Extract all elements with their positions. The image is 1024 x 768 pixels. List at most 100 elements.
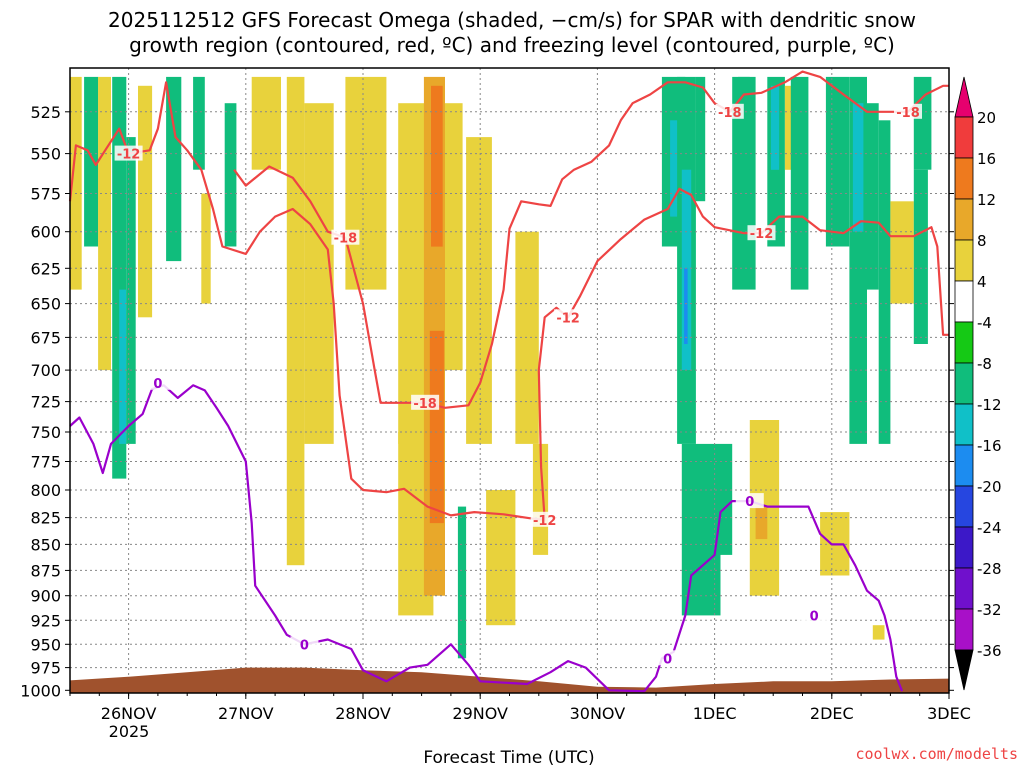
omega-shade-cell <box>738 76 750 170</box>
colorbar-segment <box>954 485 974 528</box>
y-tick-label: 700 <box>30 361 61 380</box>
freezing-contour-0 <box>69 384 904 693</box>
y-tick-label: 950 <box>30 635 61 654</box>
omega-shade-cell <box>878 120 891 444</box>
contour-label: 0 <box>810 610 819 625</box>
colorbar-segment <box>954 239 974 282</box>
contour-label-bg <box>143 374 172 390</box>
colorbar-tick-label: -12 <box>977 396 1002 414</box>
dgz-contour-m18 <box>233 70 949 409</box>
omega-shade-cell <box>486 490 516 626</box>
omega-shade-cell <box>445 103 463 371</box>
omega-shade-cell <box>684 268 688 344</box>
contour-label-bg <box>800 607 829 623</box>
contour-label-bg <box>331 229 360 245</box>
colorbar-tick-label: -36 <box>977 642 1002 660</box>
chart-title-line-1: 2025112512 GFS Forecast Omega (shaded, −… <box>108 8 916 32</box>
colorbar-tick-label: -28 <box>977 560 1002 578</box>
colorbar-tick-label: 4 <box>977 273 987 291</box>
colorbar-tick-label: -8 <box>977 355 992 373</box>
contour-label: -12 <box>750 227 774 242</box>
colorbar-segment <box>954 444 974 487</box>
omega-shade-cell <box>304 103 334 444</box>
y-tick-label: 800 <box>30 481 61 500</box>
contour-label-bg <box>894 103 922 119</box>
omega-shade-cell <box>98 76 111 371</box>
colorbar-segment <box>954 321 974 364</box>
omega-shade-cell <box>825 76 850 247</box>
omega-shade-cell <box>345 76 387 290</box>
omega-shade-cell <box>720 443 733 555</box>
colorbar-segment <box>954 567 974 610</box>
omega-shade-cell <box>429 330 444 524</box>
colorbar-tick-label: 12 <box>977 191 996 209</box>
time-axis: 26NOV 27NOV 28NOV 29NOV 30NOV 1DEC 2DEC 3DEC <box>69 693 971 723</box>
colorbar-tick-label: 16 <box>977 150 996 168</box>
colorbar-tick-label: -20 <box>977 478 1002 496</box>
omega-shade-cell <box>913 169 928 344</box>
colorbar-segment <box>954 608 974 651</box>
contour-label-bg <box>735 493 764 509</box>
colorbar-segment <box>954 157 974 200</box>
omega-shade-cell <box>84 76 99 247</box>
omega-shade-cell <box>515 231 539 444</box>
y-tick-label: 825 <box>30 509 61 528</box>
omega-shade-cell <box>790 76 809 290</box>
contour-label: -18 <box>718 106 742 121</box>
credit-text: coolwx.com/modelts <box>855 745 1018 763</box>
y-tick-label: 600 <box>30 223 61 242</box>
omega-shade-cell <box>224 103 237 247</box>
y-tick-label: 775 <box>30 453 61 472</box>
contour-label: -18 <box>334 232 358 247</box>
omega-shading-layer <box>70 76 932 659</box>
omega-shade-cell <box>784 85 797 170</box>
omega-shade-cell <box>398 103 428 444</box>
contour-label-bg <box>114 145 143 161</box>
omega-shade-cell <box>684 512 696 555</box>
omega-shade-cell <box>201 193 211 304</box>
contour-label: 0 <box>153 377 162 392</box>
colorbar-segment <box>954 198 974 241</box>
colorbar-segment <box>954 116 974 159</box>
x-axis-title: Forecast Time (UTC) <box>423 748 594 768</box>
dgz-contour-m12 <box>68 81 949 521</box>
colorbar-tick-label: 8 <box>977 232 987 250</box>
x-tick-label: 26NOV <box>101 704 157 723</box>
colorbar-segment <box>954 362 974 405</box>
contour-label-bg <box>747 225 776 241</box>
omega-shade-cell <box>670 120 682 217</box>
omega-shade-cell <box>872 625 885 640</box>
omega-shade-cell <box>695 76 706 202</box>
x-tick-label: 30NOV <box>570 704 626 723</box>
chart-title-line-2: growth region (contoured, red, ºC) and f… <box>129 33 895 57</box>
contour-label: 0 <box>663 652 672 667</box>
colorbar: 20 16 12 8 4 -4 -8 -12 -16 -20 -24 -28 -32 -36 <box>954 76 1002 691</box>
colorbar-tick-label: -24 <box>977 519 1002 537</box>
y-tick-label: 625 <box>30 259 61 278</box>
y-tick-label: 550 <box>30 145 61 164</box>
year-label: 2025 <box>109 722 150 741</box>
omega-shade-cell <box>532 443 549 555</box>
colorbar-tick-label: -16 <box>977 437 1002 455</box>
y-tick-label: 850 <box>30 535 61 554</box>
omega-shade-cell <box>286 76 305 566</box>
y-tick-label: 650 <box>30 295 61 314</box>
contour-label-bg <box>554 309 583 325</box>
contour-label-bg <box>715 103 744 119</box>
x-tick-label: 27NOV <box>218 704 274 723</box>
colorbar-tick-label: -32 <box>977 601 1002 619</box>
y-tick-label: 575 <box>30 185 61 204</box>
contour-label: 0 <box>745 495 754 510</box>
y-tick-label: 975 <box>30 659 61 678</box>
contour-label-bg <box>411 394 440 410</box>
pressure-axis: 525 550 575 600 625 650 675 700 725 750 775 800 825 8… <box>20 103 954 700</box>
omega-shade-cell <box>193 76 205 170</box>
omega-shade-cell <box>466 137 492 444</box>
colorbar-tick-label: -4 <box>977 314 992 332</box>
contour-layer: -12 -12 -12 -12 -18 -18 -18 -18 0 0 0 0 0 <box>68 70 949 693</box>
contour-label: 0 <box>300 638 309 653</box>
y-tick-label: 925 <box>30 611 61 630</box>
terrain-fill <box>70 667 949 693</box>
omega-shade-cell <box>431 85 443 247</box>
